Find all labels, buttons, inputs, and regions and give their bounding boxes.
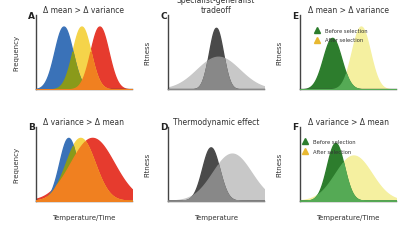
Text: Temperature/Time: Temperature/Time — [316, 214, 380, 220]
Title: Thermodynamic effect: Thermodynamic effect — [173, 117, 259, 126]
Text: Fitness: Fitness — [144, 152, 150, 176]
Text: Before selection: Before selection — [313, 139, 355, 144]
Text: Fitness: Fitness — [144, 41, 150, 65]
Title: Δ variance > Δ mean: Δ variance > Δ mean — [43, 117, 124, 126]
Text: D: D — [160, 123, 168, 132]
Title: Specialist-generalist
tradeoff: Specialist-generalist tradeoff — [177, 0, 255, 15]
Text: F: F — [292, 123, 299, 132]
Title: Δ variance > Δ mean: Δ variance > Δ mean — [308, 117, 389, 126]
Text: Temperature/Time: Temperature/Time — [52, 214, 116, 220]
Text: Before selection: Before selection — [325, 28, 368, 33]
Text: A: A — [28, 12, 35, 21]
Text: C: C — [160, 12, 167, 21]
Text: Fitness: Fitness — [276, 152, 282, 176]
Text: E: E — [292, 12, 299, 21]
Title: Δ mean > Δ variance: Δ mean > Δ variance — [308, 6, 389, 15]
Text: B: B — [28, 123, 35, 132]
Text: Frequency: Frequency — [14, 146, 20, 182]
Text: Temperature: Temperature — [194, 214, 238, 220]
Text: Fitness: Fitness — [276, 41, 282, 65]
Text: After selection: After selection — [313, 149, 351, 154]
Text: Frequency: Frequency — [14, 35, 20, 71]
Text: After selection: After selection — [325, 38, 363, 43]
Title: Δ mean > Δ variance: Δ mean > Δ variance — [43, 6, 124, 15]
